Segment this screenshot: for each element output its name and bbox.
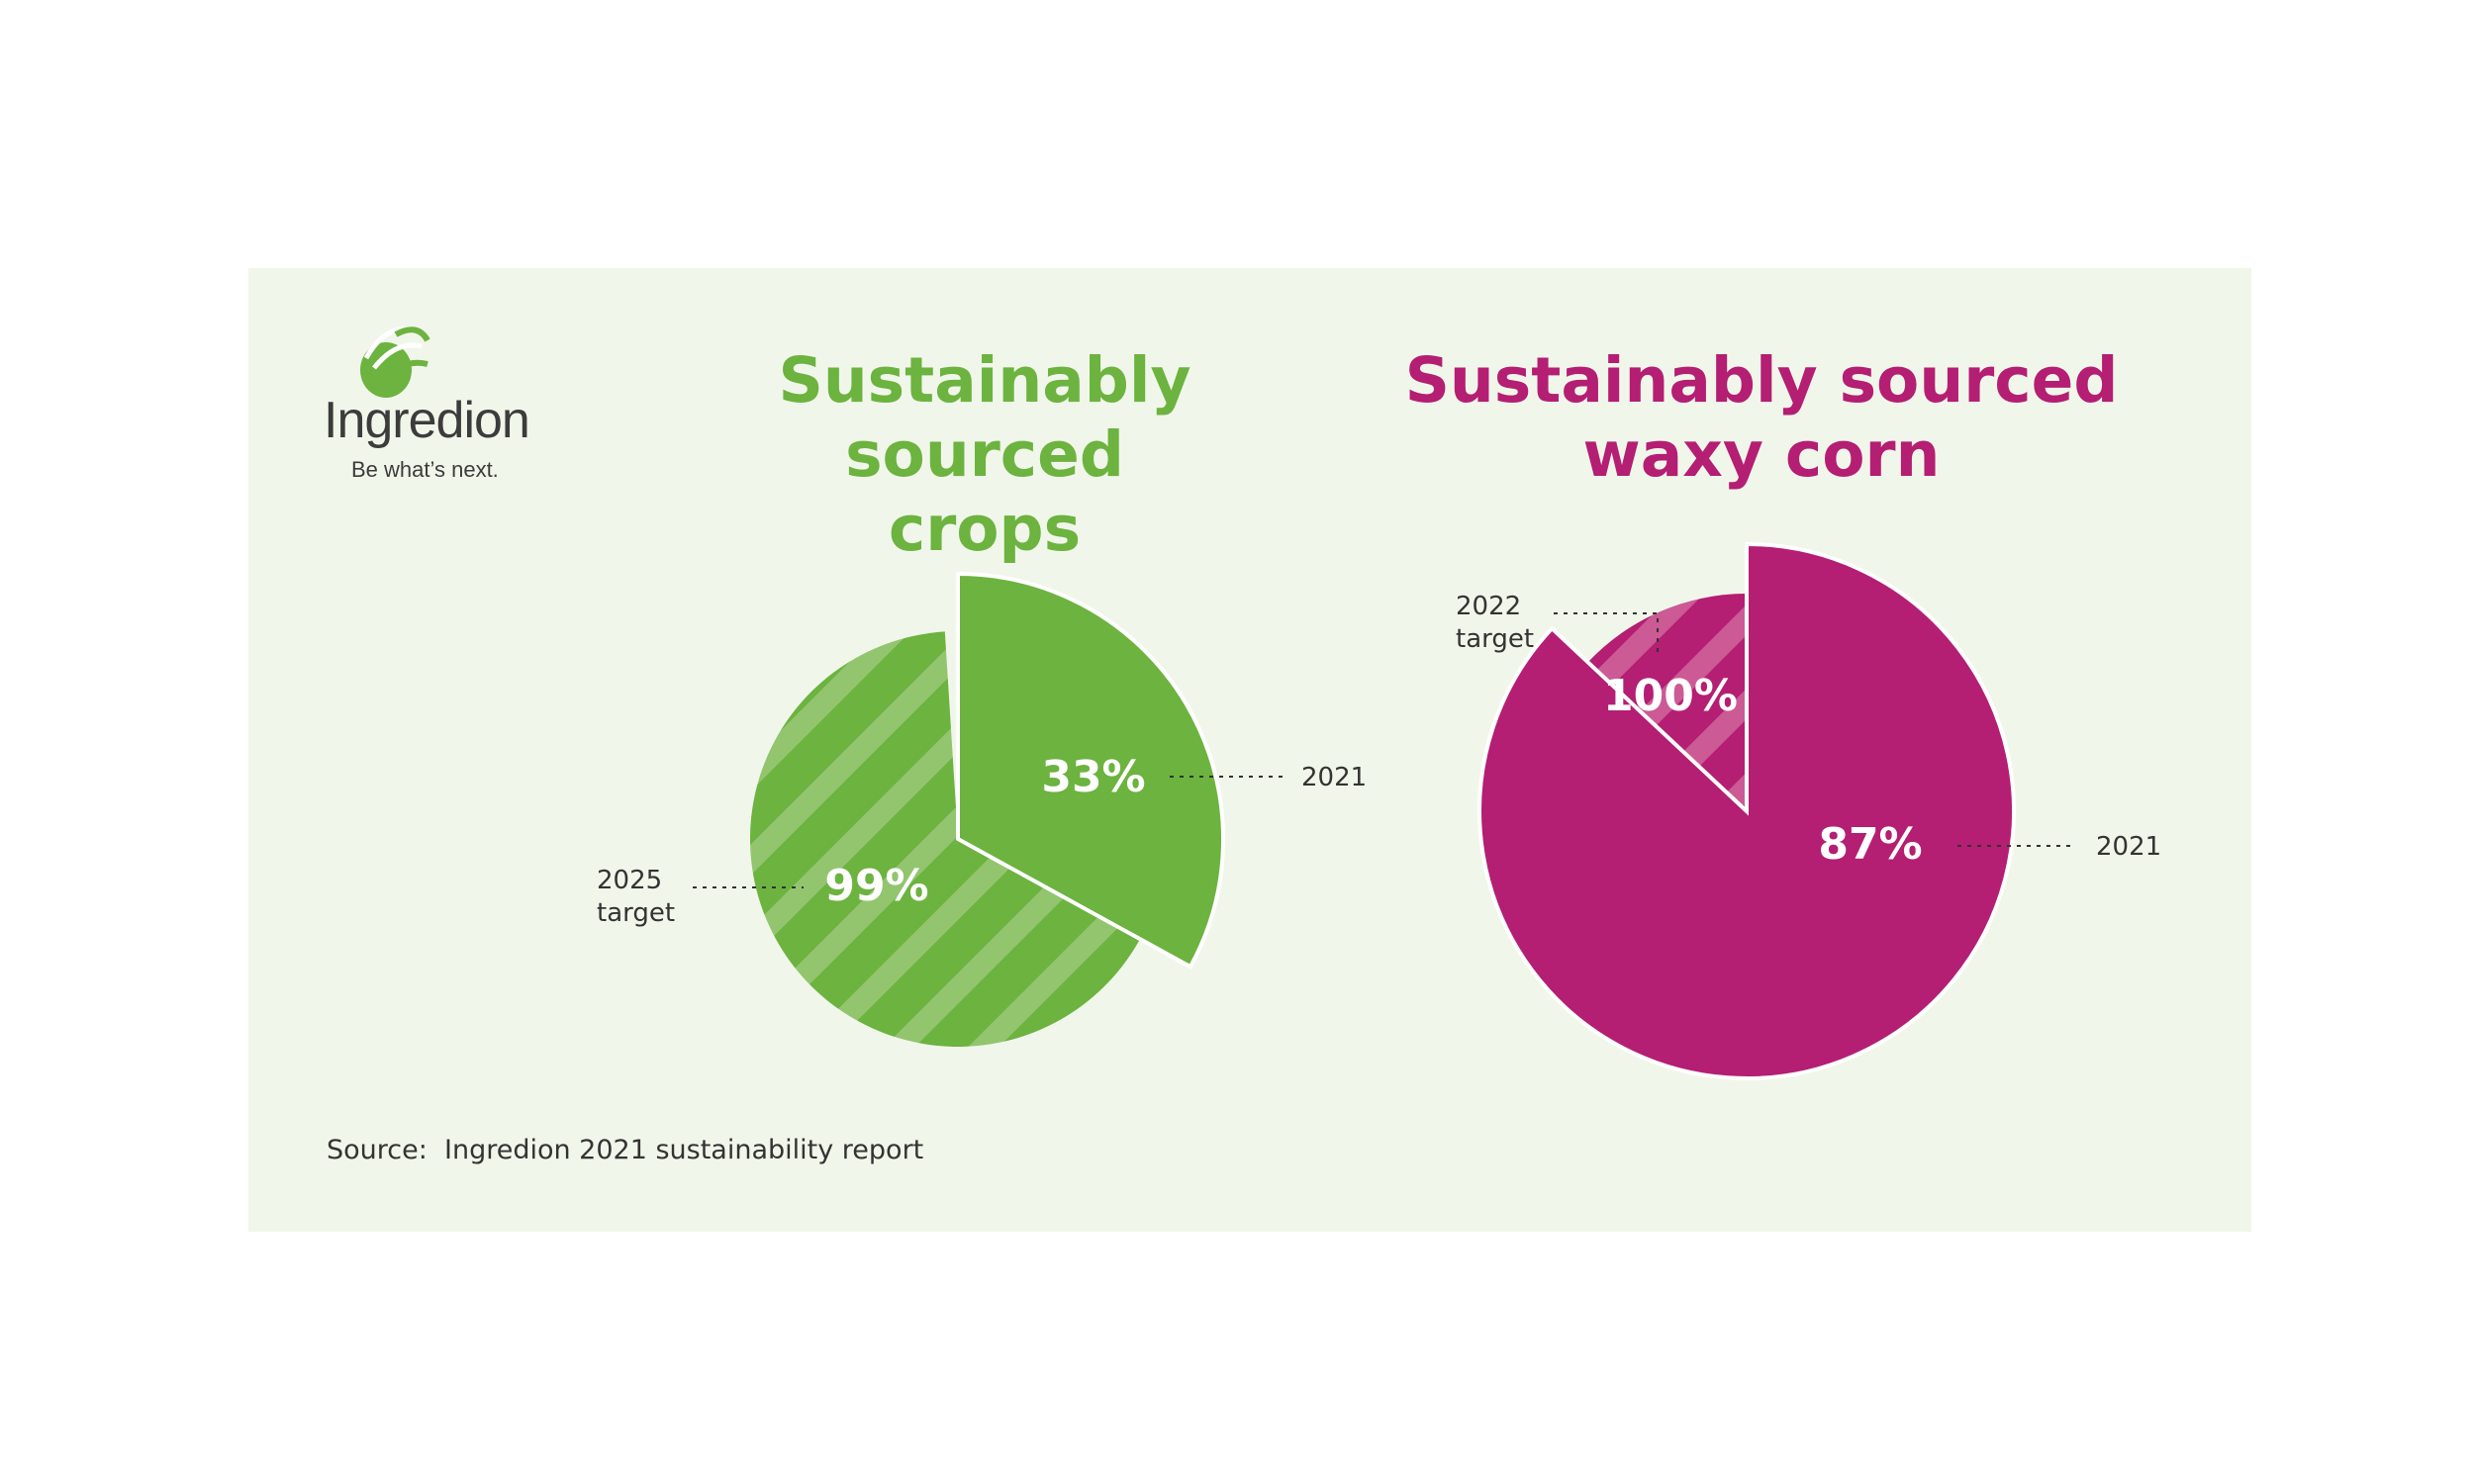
waxy-corn-2022-legend-label: 2022 target: [1456, 592, 1534, 654]
waxy-corn-pie-chart: 100% 87% 2021 2022 target: [1456, 541, 2161, 1080]
brand-tagline: Be what’s next.: [351, 457, 499, 482]
waxy-corn-2022-leader-line: [1554, 612, 1659, 655]
crops-2021-pct-label: 33%: [1041, 752, 1145, 802]
waxy-corn-2021-pct-label: 87%: [1818, 819, 1922, 870]
waxy-corn-2022-target-slice: [1587, 594, 1747, 811]
waxy-corn-2021-slice: [1477, 541, 2017, 1080]
waxy-corn-2021-legend-label: 2021: [2096, 832, 2161, 862]
waxy-corn-2022-pct-label: 100%: [1603, 671, 1738, 721]
waxy-corn-chart-title: Sustainably sourced waxy corn: [1404, 344, 2119, 491]
source-note: Source: Ingredion 2021 sustainability re…: [327, 1135, 924, 1165]
crops-chart-title: Sustainably sourced crops: [778, 344, 1191, 565]
crops-pie-chart: 33% 99% 2021 2025 target: [597, 571, 1367, 1047]
crops-2021-slice: [956, 571, 1226, 970]
crops-2025-legend-label: 2025 target: [597, 866, 675, 928]
crops-2021-legend-label: 2021: [1301, 763, 1367, 792]
crops-2025-pct-label: 99%: [824, 861, 928, 911]
logo-leaf-icon: [360, 326, 430, 398]
crops-2025-target-slice: [750, 631, 1140, 1047]
brand-logo-text: Ingredion: [324, 392, 530, 449]
